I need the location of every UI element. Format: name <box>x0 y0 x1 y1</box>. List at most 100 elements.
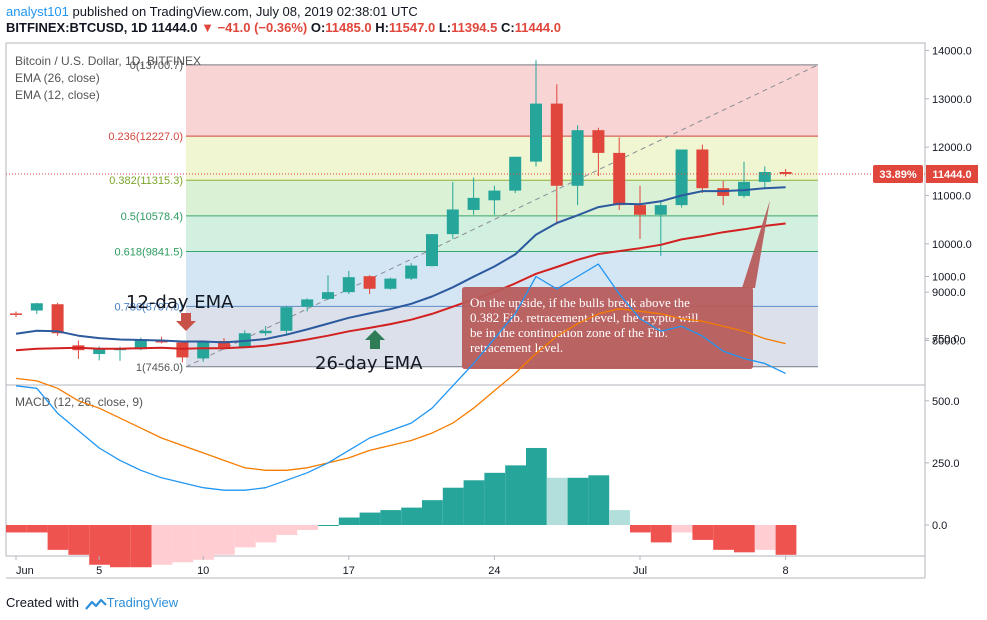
macd-tick-label: 250.0 <box>932 458 960 470</box>
candle[interactable] <box>696 144 709 194</box>
candle[interactable] <box>634 185 646 239</box>
histogram-bar <box>359 512 381 525</box>
candle[interactable] <box>176 341 189 363</box>
candle[interactable] <box>280 305 293 335</box>
candle-body <box>342 277 355 293</box>
candle[interactable] <box>550 84 563 225</box>
histogram-bar <box>754 525 776 550</box>
histogram-bar <box>47 525 69 550</box>
created-with-label: Created with <box>6 595 79 610</box>
tradingview-link[interactable]: TradingView <box>106 595 179 610</box>
histogram-bar <box>26 525 48 533</box>
fib-zone-0.618 <box>186 215 818 252</box>
callout-box <box>462 287 753 369</box>
candle[interactable] <box>30 302 43 314</box>
histogram-bar <box>110 525 131 568</box>
histogram-bar <box>609 510 630 525</box>
last-price-tag <box>926 164 978 183</box>
candle[interactable] <box>51 302 64 336</box>
candle-body <box>197 340 210 359</box>
candle-body <box>613 152 626 206</box>
candle[interactable] <box>758 166 771 189</box>
histogram-bar <box>68 525 90 555</box>
histogram-bar <box>442 487 464 525</box>
low-label: L: <box>438 20 452 35</box>
candle-body <box>30 303 43 311</box>
price-tick-label: 13000.0 <box>932 94 972 106</box>
candle[interactable] <box>509 156 522 194</box>
publish-info: published on TradingView.com, July 08, 2… <box>68 4 418 19</box>
macd-line <box>15 263 786 491</box>
candle[interactable] <box>571 125 584 206</box>
histogram-bar <box>630 525 651 533</box>
candle-body <box>675 149 688 206</box>
candle-body <box>301 299 314 307</box>
candle[interactable] <box>675 149 688 208</box>
fib-zone-0.5 <box>186 180 818 216</box>
candle[interactable] <box>613 137 626 210</box>
candle[interactable] <box>405 263 418 281</box>
candle[interactable] <box>738 161 750 198</box>
candle-body <box>530 103 542 162</box>
histogram-bar <box>380 510 402 525</box>
candle-body <box>51 304 64 334</box>
footer: Created with TradingView <box>6 595 178 611</box>
legend-ema26: EMA (26, close) <box>15 71 100 85</box>
fib-label-0: 0(13700.7) <box>130 60 183 72</box>
histogram-bar <box>588 475 610 525</box>
macd-histogram <box>6 447 797 568</box>
histogram-bar <box>6 525 27 533</box>
publish-line: analyst101 published on TradingView.com,… <box>6 4 418 19</box>
price-change: −41.0 (−0.36%) <box>217 20 308 35</box>
ema26-line <box>15 222 786 352</box>
candle-body <box>696 149 709 189</box>
candle[interactable] <box>654 200 667 256</box>
open-label: O: <box>310 20 326 35</box>
histogram-bar <box>484 472 506 525</box>
price-tick-label: 8000.0 <box>932 336 966 348</box>
time-tick-label: 24 <box>488 565 500 577</box>
ema12-annotation: 12-day EMA <box>126 292 234 313</box>
candle[interactable] <box>530 60 542 167</box>
histogram-bar <box>234 525 256 548</box>
histogram-bar <box>297 525 318 530</box>
histogram-bar <box>130 525 152 568</box>
symbol-label: BITFINEX:BTCUSD, 1D <box>6 20 148 35</box>
candle[interactable] <box>322 275 334 300</box>
candle[interactable] <box>197 340 210 362</box>
macd-tick-label: 750.0 <box>932 334 960 346</box>
candle[interactable] <box>384 277 397 290</box>
candle[interactable] <box>592 127 605 177</box>
candle[interactable] <box>467 177 480 215</box>
candle-body <box>280 307 293 331</box>
candle[interactable] <box>259 325 272 336</box>
histogram-bar <box>546 477 568 525</box>
fib-label-1: 1(7456.0) <box>136 362 183 374</box>
author-link[interactable]: analyst101 <box>6 4 69 19</box>
macd-title: MACD (12, 26, close, 9) <box>15 395 143 409</box>
histogram-bar <box>713 525 734 550</box>
ohlc-line: BITFINEX:BTCUSD, 1D 11444.0 ▼ −41.0 (−0.… <box>6 20 561 35</box>
candle[interactable] <box>446 181 459 239</box>
callout-pointer <box>742 200 770 288</box>
candle-body <box>779 172 792 174</box>
time-tick-label: 10 <box>197 565 209 577</box>
candle[interactable] <box>10 311 22 318</box>
last-price: 11444.0 <box>151 20 198 35</box>
callout-text-line: On the upside, if the bulls break above … <box>470 295 690 310</box>
up-arrow-icon <box>365 330 385 349</box>
candle[interactable] <box>779 169 792 177</box>
histogram-bar <box>775 525 797 555</box>
candle-body <box>363 276 376 289</box>
price-tick-label: 11000.0 <box>932 190 971 202</box>
histogram-bar <box>422 500 443 525</box>
candle[interactable] <box>426 234 438 267</box>
candle[interactable] <box>342 270 355 295</box>
percent-tag-label: 33.89% <box>879 169 917 181</box>
candle[interactable] <box>488 185 501 215</box>
candle[interactable] <box>363 275 376 295</box>
candle[interactable] <box>301 298 314 312</box>
fib-label-0.786: 0.786(8707.0) <box>115 301 184 313</box>
candle-body <box>550 103 563 186</box>
